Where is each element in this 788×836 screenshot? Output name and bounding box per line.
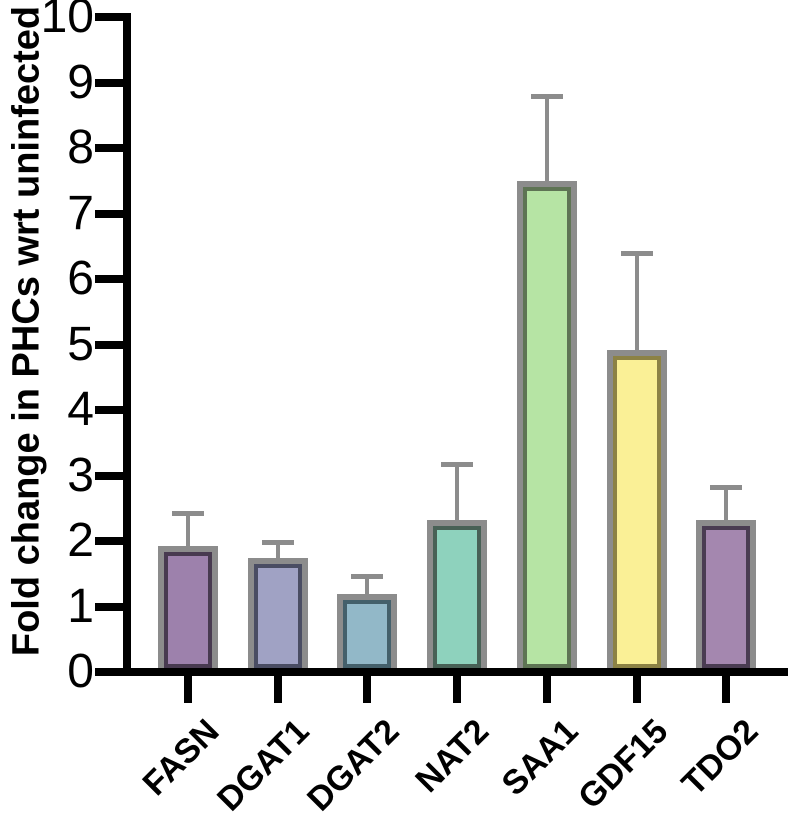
y-tick-label: 9 <box>67 55 94 109</box>
x-tick-label-TDO2: TDO2 <box>674 712 766 803</box>
error-bar-cap <box>620 251 653 257</box>
y-tick-label: 6 <box>67 252 94 305</box>
bar-NAT2 <box>427 520 488 674</box>
y-tick <box>95 471 131 480</box>
bar-GDF15 <box>606 349 667 674</box>
x-tick <box>453 676 462 703</box>
bar-DGAT1 <box>247 558 308 674</box>
error-bar-cap <box>441 461 474 467</box>
x-tick <box>542 676 551 703</box>
y-tick-label: 2 <box>67 514 94 567</box>
x-tick <box>184 676 192 703</box>
y-tick-label: 7 <box>67 186 94 240</box>
y-tick <box>95 78 131 87</box>
error-bar-cap <box>261 539 294 545</box>
y-tick <box>95 275 131 283</box>
x-tick <box>632 676 641 703</box>
error-bar-cap <box>710 485 743 491</box>
x-axis-line <box>100 668 788 676</box>
y-tick-label: 8 <box>67 121 94 174</box>
error-bar-cap <box>530 93 563 99</box>
bar-TDO2 <box>696 520 757 674</box>
error-bar-stem <box>455 463 460 533</box>
y-tick <box>95 340 131 349</box>
bar-SAA1 <box>516 180 577 674</box>
x-tick <box>363 676 372 703</box>
error-bar-cap <box>172 510 204 516</box>
y-tick <box>95 209 131 218</box>
bar-FASN <box>158 545 218 674</box>
y-tick-label: 3 <box>67 448 94 502</box>
error-bar-cap <box>351 573 384 579</box>
x-tick-label-GDF15: GDF15 <box>571 712 676 817</box>
error-bar-stem <box>634 253 639 362</box>
x-tick-label-NAT2: NAT2 <box>408 712 496 800</box>
y-tick <box>95 144 131 152</box>
x-tick <box>273 676 282 703</box>
y-tick-label: 4 <box>67 383 94 436</box>
y-tick <box>95 406 131 414</box>
error-bar-stem <box>275 541 280 571</box>
error-bar-stem <box>544 95 549 193</box>
x-tick <box>722 676 731 703</box>
y-tick-label: 10 <box>40 0 94 43</box>
y-tick <box>95 13 131 21</box>
x-tick-label-DGAT2: DGAT2 <box>299 712 407 819</box>
error-bar-stem <box>724 487 729 533</box>
error-bar-stem <box>365 575 370 607</box>
bar-DGAT2 <box>337 594 398 674</box>
y-tick <box>95 602 131 611</box>
y-tick-label: 1 <box>67 579 94 633</box>
y-tick <box>95 537 131 545</box>
error-bar-stem <box>186 512 190 558</box>
y-tick-label: 0 <box>67 645 94 698</box>
x-tick-label-DGAT1: DGAT1 <box>209 712 317 819</box>
y-tick-label: 5 <box>67 317 94 371</box>
